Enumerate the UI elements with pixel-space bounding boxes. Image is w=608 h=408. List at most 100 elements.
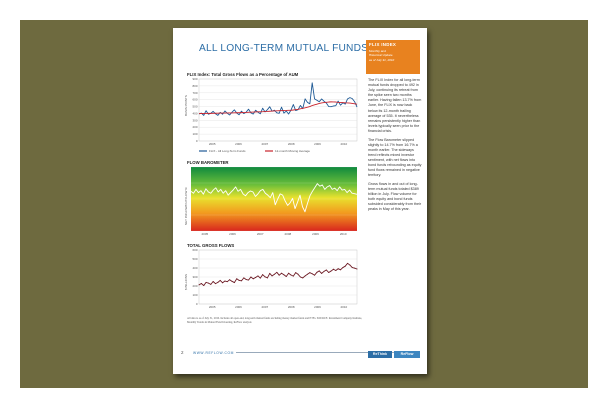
data-point xyxy=(250,276,252,278)
badge-date: as of July 31, 2010 xyxy=(369,58,395,62)
data-point xyxy=(243,277,245,279)
data-point xyxy=(321,272,323,274)
x-tick-label: 2010 xyxy=(340,232,347,236)
data-point xyxy=(212,281,214,282)
footer-logos: ReThink ReFlow xyxy=(368,350,420,359)
y-tick-label: 400 xyxy=(192,111,197,115)
badge-line1: Monthly and xyxy=(369,49,386,53)
reflow-logo: ReFlow xyxy=(394,351,420,358)
data-point xyxy=(217,281,219,283)
data-point xyxy=(248,279,250,281)
data-point xyxy=(344,265,346,267)
x-tick-label: 2009 xyxy=(312,232,319,236)
flix-index-badge: FLIX INDEX Monthly and Historical Update… xyxy=(366,40,420,74)
x-tick-label: 2007 xyxy=(261,305,268,309)
data-point xyxy=(306,273,308,275)
y-tick-label: 100 xyxy=(192,132,197,136)
flix-legend-series2: 12-month Moving Average xyxy=(275,149,310,153)
data-point xyxy=(238,279,240,281)
data-point xyxy=(240,280,242,282)
data-point xyxy=(205,281,207,283)
data-point xyxy=(203,285,205,287)
data-point xyxy=(323,270,325,272)
x-tick-label: 2005 xyxy=(201,232,208,236)
data-point xyxy=(255,276,257,278)
y-tick-label: 300 xyxy=(192,118,197,122)
rethink-logo: ReThink xyxy=(368,351,392,358)
x-tick-label: 2010 xyxy=(340,305,347,309)
data-point xyxy=(273,273,275,275)
data-point xyxy=(245,279,247,281)
data-point xyxy=(288,272,290,274)
data-point xyxy=(226,281,228,283)
commentary-column: The FLIX Index for all long-term mutual … xyxy=(368,78,422,216)
data-point xyxy=(354,267,356,269)
x-tick-label: 2007 xyxy=(257,232,264,236)
data-point xyxy=(229,279,231,281)
plot-area xyxy=(198,78,358,142)
data-point xyxy=(210,283,212,285)
page-number: 2 xyxy=(181,350,184,355)
y-tick-label: 400 xyxy=(192,266,197,270)
data-point xyxy=(299,276,301,278)
gross-chart-title: TOTAL GROSS FLOWS xyxy=(187,243,235,248)
data-point xyxy=(283,274,285,276)
x-tick-label: 2009 xyxy=(314,305,321,309)
data-point xyxy=(271,275,273,277)
data-point xyxy=(269,272,271,274)
data-point xyxy=(219,279,221,281)
x-tick-label: 2006 xyxy=(235,142,242,146)
y-tick-label: 0 xyxy=(196,302,198,306)
website-link[interactable]: WWW.REFLOW.COM xyxy=(193,351,236,355)
x-tick-label: 2006 xyxy=(235,305,242,309)
data-point xyxy=(215,283,217,285)
data-point xyxy=(314,274,316,276)
y-tick-label: 300 xyxy=(192,275,197,279)
x-tick-label: 2008 xyxy=(284,232,291,236)
data-point xyxy=(335,270,337,272)
data-point xyxy=(309,272,311,274)
data-point xyxy=(257,275,259,277)
flix-legend-series1: FLIX - All Long-Term Funds xyxy=(209,149,246,153)
series-line xyxy=(198,101,358,115)
x-tick-label: 2008 xyxy=(288,142,295,146)
page-title: ALL LONG-TERM MUTUAL FUNDS xyxy=(199,43,369,54)
data-point xyxy=(266,277,268,279)
x-tick-label: 2007 xyxy=(261,142,268,146)
series-line xyxy=(190,183,358,213)
y-tick-label: 0 xyxy=(196,139,198,143)
flix-legend: FLIX - All Long-Term Funds 12-month Movi… xyxy=(199,149,310,153)
y-tick-label: 100 xyxy=(192,293,197,297)
barometer-chart-title: FLOW BAROMETER xyxy=(187,160,229,165)
data-point xyxy=(356,268,358,270)
commentary-paragraph: Gross flows in and out of long-term mutu… xyxy=(368,181,422,212)
x-tick-label: 2006 xyxy=(229,232,236,236)
data-point xyxy=(330,270,332,272)
flix-y-label: BASIS POINTS xyxy=(184,95,188,116)
data-point xyxy=(262,274,264,276)
data-point xyxy=(337,268,339,270)
data-point xyxy=(200,282,202,284)
data-point xyxy=(281,272,283,274)
footer-rule xyxy=(193,352,415,353)
data-point xyxy=(349,264,351,266)
flix-chart-title: FLIX Index: Total Gross Flows as a Perce… xyxy=(187,72,299,77)
data-point xyxy=(231,280,233,282)
gross-y-label: $ BILLIONS xyxy=(184,274,188,290)
data-point xyxy=(302,277,304,279)
badge-heading: FLIX INDEX xyxy=(369,42,397,47)
barometer-chart-svg: NET INFLOW/OUTFLOW % 2005 2006 2007 2008 200… xyxy=(184,166,358,236)
flix-chart: BASIS POINTS FLIX - All Long-Term Funds … xyxy=(183,77,361,155)
barometer-y-label: NET INFLOW/OUTFLOW % xyxy=(184,187,188,225)
flix-chart-svg: BASIS POINTS FLIX - All Long-Term Funds … xyxy=(184,77,358,153)
commentary-paragraph: The FLIX Index for all long-term mutual … xyxy=(368,78,422,133)
data-point xyxy=(325,269,327,271)
data-point xyxy=(236,278,238,280)
data-point xyxy=(347,262,349,264)
data-point xyxy=(351,267,353,269)
y-tick-label: 900 xyxy=(192,77,197,81)
data-point xyxy=(304,275,306,277)
gross-chart-svg: $ BILLIONS 600 500 400 300 200 100 0 2005 2006 20… xyxy=(184,248,358,309)
y-tick-label: 500 xyxy=(192,257,197,261)
data-point xyxy=(233,282,235,284)
